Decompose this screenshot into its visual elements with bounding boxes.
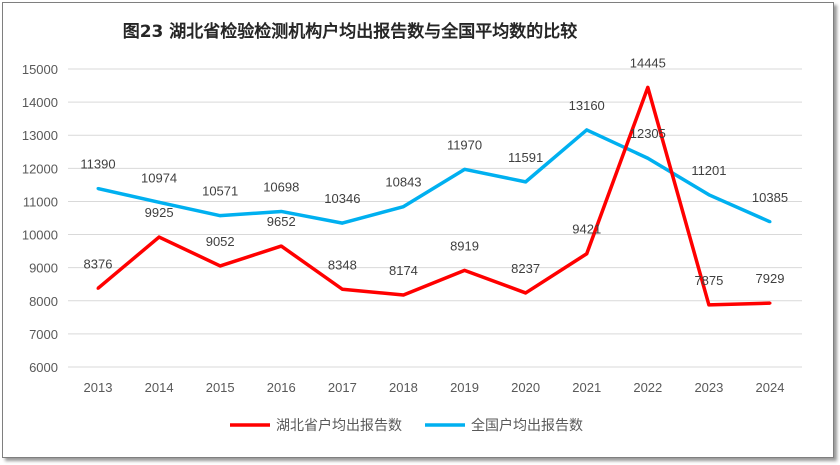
data-label: 11201	[691, 163, 726, 178]
y-tick-label: 13000	[22, 128, 58, 143]
data-point	[401, 293, 405, 297]
data-point	[707, 303, 711, 307]
data-label: 8348	[328, 257, 357, 272]
data-point	[340, 287, 344, 291]
y-tick-label: 9000	[29, 261, 58, 276]
data-label: 13160	[569, 98, 605, 113]
data-point	[768, 220, 772, 224]
x-tick-label: 2014	[145, 380, 174, 395]
x-tick-label: 2019	[450, 380, 479, 395]
data-label: 11591	[508, 150, 543, 165]
data-label: 10571	[202, 184, 238, 199]
legend-label: 全国户均出报告数	[471, 417, 583, 434]
data-point	[768, 301, 772, 305]
data-point	[524, 180, 528, 184]
data-label: 10698	[263, 179, 299, 194]
data-point	[96, 286, 100, 290]
data-label: 10346	[324, 191, 360, 206]
data-point	[707, 193, 711, 197]
x-tick-label: 2018	[389, 380, 418, 395]
data-label: 8919	[450, 238, 479, 253]
x-tick-label: 2022	[633, 380, 662, 395]
chart-title: 图23 湖北省检验检测机构户均出报告数与全国平均数的比较	[123, 21, 578, 42]
y-tick-label: 11000	[23, 194, 58, 209]
data-point	[157, 200, 161, 204]
data-point	[463, 167, 467, 171]
data-point	[96, 187, 100, 191]
data-point	[585, 128, 589, 132]
data-point	[340, 221, 344, 225]
data-point	[218, 264, 222, 268]
x-tick-label: 2016	[267, 380, 296, 395]
series-line	[96, 85, 771, 307]
data-point	[585, 252, 589, 256]
series-line	[97, 128, 771, 225]
data-label: 14445	[630, 55, 666, 70]
data-label: 11390	[80, 157, 115, 172]
data-point	[524, 291, 528, 295]
data-label: 9652	[267, 214, 296, 229]
y-tick-label: 12000	[22, 161, 58, 176]
data-label: 9421	[572, 222, 601, 237]
data-point	[157, 235, 161, 239]
legend-label: 湖北省户均出报告数	[276, 417, 402, 434]
x-tick-label: 2024	[756, 380, 785, 395]
data-label: 9052	[206, 234, 235, 249]
data-label: 9925	[145, 205, 174, 220]
data-point	[401, 205, 405, 209]
data-label: 10843	[385, 175, 421, 190]
x-tick-label: 2020	[511, 380, 540, 395]
x-tick-label: 2017	[328, 380, 357, 395]
x-tick-label: 2013	[84, 380, 113, 395]
data-label: 8237	[511, 261, 540, 276]
x-tick-label: 2023	[694, 380, 723, 395]
y-tick-label: 15000	[22, 62, 58, 77]
data-label: 8376	[84, 256, 113, 271]
data-label: 8174	[389, 263, 418, 278]
data-label: 12305	[630, 126, 666, 141]
y-tick-label: 6000	[29, 360, 58, 375]
x-tick-label: 2021	[572, 380, 601, 395]
data-point	[463, 268, 467, 272]
data-label: 7875	[694, 273, 723, 288]
y-tick-label: 14000	[22, 95, 58, 110]
y-tick-label: 10000	[22, 228, 58, 243]
data-point	[279, 244, 283, 248]
chart-frame	[2, 2, 834, 458]
y-tick-label: 7000	[29, 327, 58, 342]
data-point	[646, 85, 650, 89]
data-label: 10974	[141, 170, 177, 185]
data-label: 7929	[756, 271, 785, 286]
data-label: 10385	[752, 190, 788, 205]
x-tick-label: 2015	[206, 380, 235, 395]
data-point	[279, 209, 283, 213]
y-tick-label: 8000	[29, 294, 58, 309]
data-point	[218, 214, 222, 218]
data-label: 11970	[447, 137, 482, 152]
data-point	[646, 156, 650, 160]
